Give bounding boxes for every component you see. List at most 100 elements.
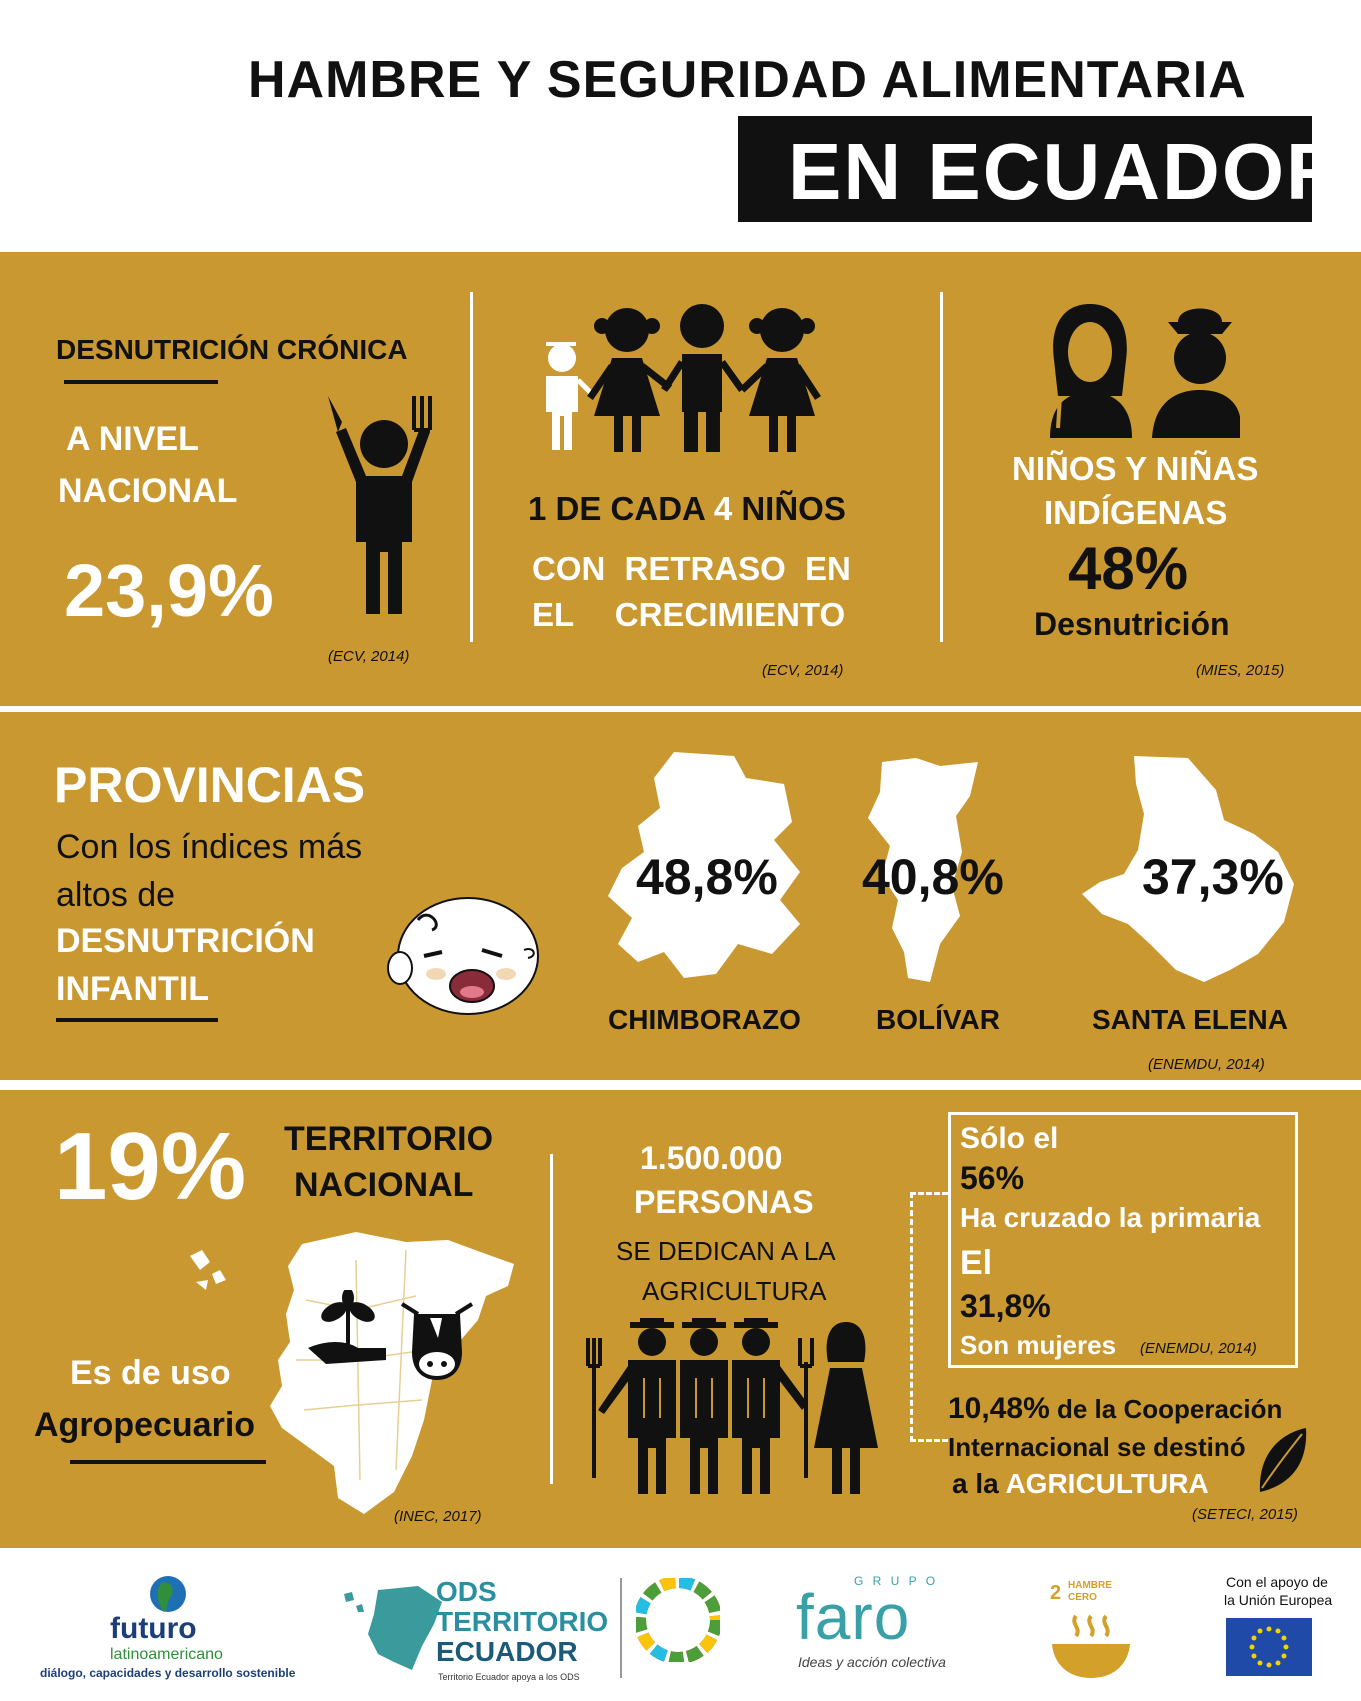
ods2-line-2: CERO [1068, 1592, 1097, 1603]
provinces-sub-4: INFANTIL [56, 970, 209, 1008]
cooperation-value: 10,48% [948, 1392, 1050, 1425]
indigenous-line-1: NIÑOS Y NIÑAS [1012, 450, 1259, 487]
indigenous-people-icon [1040, 300, 1240, 440]
divider [940, 292, 943, 642]
source-enemdu: (ENEMDU, 2014) [1148, 1056, 1265, 1073]
divider [470, 292, 473, 642]
ratio-text: 1 DE CADA [528, 490, 705, 527]
cow-icon [400, 1298, 474, 1382]
ecuador-map [186, 1230, 546, 1520]
ods-line-3: ECUADOR [436, 1636, 578, 1667]
ods-line-2: TERRITORIO [436, 1606, 609, 1637]
eu-support-logo: Con el apoyo de la Unión Europea [1210, 1574, 1340, 1684]
box-line-4: El [960, 1244, 993, 1282]
heading-underline [64, 380, 218, 384]
futuro-sub: latinoamericano [110, 1646, 223, 1663]
provinces-sub-1: Con los índices más [56, 828, 363, 866]
footer-divider [620, 1578, 622, 1678]
grupo-label: G R U P O [854, 1574, 939, 1588]
provinces-sub-3: DESNUTRICIÓN [56, 922, 315, 960]
faro-label: faro [796, 1581, 911, 1653]
eu-line-1: Con el apoyo de [1226, 1574, 1328, 1590]
cooperation-line-3: a la AGRICULTURA [952, 1468, 1209, 1500]
ratio-number: 4 [713, 490, 733, 527]
santa-elena-map [1078, 754, 1300, 986]
source-ecv-2: (ECV, 2014) [762, 662, 844, 679]
ods-tag: Territorio Ecuador apoya a los ODS [438, 1672, 580, 1682]
people-line-2: AGRICULTURA [642, 1276, 827, 1306]
futuro-tag: diálogo, capacidades y desarrollo sosten… [40, 1666, 296, 1680]
section-agriculture [0, 1090, 1361, 1548]
subtitle-underline [56, 1018, 218, 1022]
province-name-santa-elena: SANTA ELENA [1092, 1004, 1288, 1035]
eu-flag-icon [1226, 1618, 1312, 1676]
cooperation-agriculture: AGRICULTURA [1005, 1468, 1209, 1499]
national-label-1: A NIVEL [66, 420, 199, 458]
box-line-5: 31,8% [960, 1288, 1051, 1324]
province-name-chimborazo: CHIMBORAZO [608, 1004, 801, 1035]
chronic-malnutrition-heading: DESNUTRICIÓN CRÓNICA [56, 334, 408, 365]
bolivar-map [862, 756, 988, 986]
people-line-1: SE DEDICAN A LA [616, 1236, 836, 1266]
use-underline [70, 1460, 266, 1464]
faro-tag: Ideas y acción colectiva [798, 1654, 946, 1670]
box-line-1: Sólo el [960, 1122, 1059, 1155]
growth-delay-1: CON RETRASO EN [532, 550, 851, 587]
stats-box [948, 1112, 1298, 1368]
national-value: 23,9% [64, 549, 274, 632]
bowl-icon [1052, 1614, 1130, 1678]
divider [550, 1154, 553, 1484]
source-enemdu-box: (ENEMDU, 2014) [1140, 1340, 1257, 1357]
grupo-faro-logo: G R U P O faro Ideas y acción colectiva [796, 1574, 976, 1674]
national-label-2: NACIONAL [58, 472, 238, 510]
people-value: 1.500.000 [640, 1140, 783, 1176]
use-line-2: Agropecuario [34, 1406, 256, 1444]
provinces-title: PROVINCIAS [54, 757, 366, 813]
farmers-icon [584, 1318, 894, 1498]
source-mies: (MIES, 2015) [1196, 662, 1285, 679]
hambre-cero-logo: 2 HAMBRE CERO [1046, 1576, 1146, 1686]
box-line-2: 56% [960, 1160, 1025, 1196]
title-bar [738, 116, 1312, 222]
title-line-2: EN ECUADOR [788, 127, 1346, 216]
children-group-icon [532, 296, 862, 456]
eu-line-2: la Unión Europea [1224, 1592, 1333, 1608]
territory-line-1: TERRITORIO [284, 1120, 494, 1158]
box-line-6: Son mujeres [960, 1330, 1117, 1360]
cooperation-text: de la Cooperación [1049, 1394, 1283, 1424]
crying-baby-icon [378, 890, 558, 1020]
people-label: PERSONAS [634, 1184, 814, 1220]
ods-line-1: ODS [436, 1576, 497, 1607]
use-line-1: Es de uso [70, 1354, 231, 1392]
ods-territorio-logo: ODS TERRITORIO ECUADOR Territorio Ecuado… [338, 1574, 618, 1686]
children-ratio: 1 DE CADA 4 NIÑOS [528, 490, 846, 528]
sdg-wheel-icon [636, 1578, 720, 1662]
ods2-line-1: HAMBRE [1068, 1580, 1112, 1591]
cooperation-line-1: 10,48% de la Cooperación [948, 1392, 1282, 1426]
connector-dashed [910, 1192, 948, 1442]
futuro-name: futuro [110, 1612, 197, 1645]
territory-line-2: NACIONAL [294, 1166, 474, 1204]
province-name-bolivar: BOLÍVAR [876, 1004, 1000, 1035]
province-value-bolivar: 40,8% [862, 849, 1004, 905]
chimborazo-map [604, 748, 816, 984]
source-inec: (INEC, 2017) [394, 1508, 482, 1525]
indigenous-label: Desnutrición [1034, 606, 1230, 642]
title-line-1: HAMBRE Y SEGURIDAD ALIMENTARIA [248, 51, 1247, 109]
growth-delay-2: EL CRECIMIENTO [532, 596, 846, 633]
indigenous-line-2: INDÍGENAS [1044, 494, 1228, 531]
ratio-children: NIÑOS [741, 490, 846, 527]
box-line-3: Ha cruzado la primaria [960, 1202, 1261, 1233]
cooperation-line-2: Internacional se destinó [948, 1432, 1246, 1462]
futuro-logo: futuro latinoamericano diálogo, capacida… [36, 1572, 296, 1682]
leaf-icon [1254, 1426, 1308, 1494]
ods2-number: 2 [1050, 1582, 1062, 1604]
cooperation-prefix: a la [952, 1468, 1006, 1499]
indigenous-value: 48% [1068, 535, 1189, 602]
province-value-chimborazo: 48,8% [636, 849, 778, 905]
plant-hand-icon [306, 1290, 390, 1370]
provinces-sub-2: altos de [56, 876, 176, 914]
source-seteci: (SETECI, 2015) [1192, 1506, 1298, 1523]
territory-value: 19% [54, 1113, 247, 1220]
source-ecv-1: (ECV, 2014) [328, 648, 410, 665]
